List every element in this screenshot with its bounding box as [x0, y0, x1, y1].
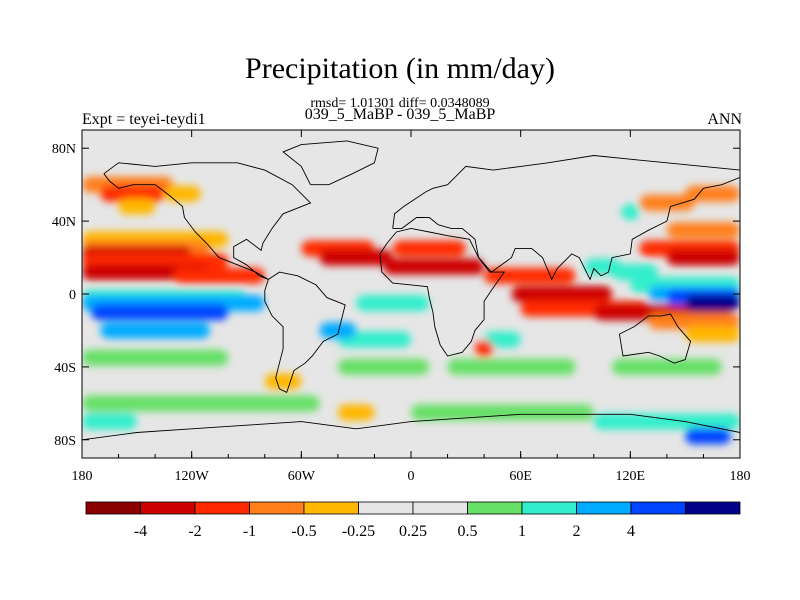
y-tick-label: 0: [69, 288, 76, 303]
anomaly-band: [685, 428, 731, 445]
anomaly-band: [392, 240, 466, 257]
anomaly-band: [82, 413, 137, 430]
x-tick-label: 180: [72, 469, 93, 484]
anomaly-band: [474, 340, 494, 357]
coastline: [392, 155, 740, 281]
anomaly-band: [264, 373, 302, 390]
coastline: [282, 140, 379, 186]
chart-subtitle: 039_5_MaBP - 039_5_MaBP: [304, 106, 496, 123]
anomaly-band: [621, 204, 640, 220]
chart-title: Precipitation (in mm/day): [245, 52, 555, 85]
coastline: [264, 271, 346, 394]
anomaly-band: [447, 358, 576, 375]
anomaly-band: [337, 331, 411, 348]
x-tick-label: 120W: [175, 469, 210, 484]
anomaly-band: [648, 313, 740, 330]
anomaly-band: [82, 349, 229, 366]
anomaly-band: [612, 358, 722, 375]
anomaly-band: [484, 267, 576, 284]
anomaly-band: [666, 222, 740, 239]
anomaly-band: [666, 249, 740, 266]
anomaly-band: [164, 185, 201, 202]
y-tick-label: 40S: [54, 361, 76, 376]
x-tick-label: 60E: [509, 469, 532, 484]
anomaly-band: [685, 185, 740, 202]
anomaly-band: [612, 264, 658, 281]
coastline: [82, 413, 740, 441]
anomaly-band: [383, 258, 485, 275]
anomaly-band: [685, 295, 740, 312]
anomaly-band: [319, 249, 393, 266]
anomaly-band: [118, 198, 156, 215]
anomaly-band: [484, 331, 521, 348]
coastline: [618, 313, 692, 364]
anomaly-band: [511, 286, 613, 302]
anomaly-band: [685, 326, 740, 343]
anomaly-band: [584, 258, 622, 275]
season-label: ANN: [707, 111, 742, 128]
x-tick-label: 60W: [288, 469, 316, 484]
anomaly-band: [356, 295, 430, 312]
y-tick-label: 80S: [54, 434, 76, 449]
anomaly-band: [100, 185, 165, 202]
anomaly-band: [411, 404, 594, 421]
y-tick-label: 80N: [52, 142, 76, 157]
y-tick-label: 40N: [52, 215, 76, 230]
anomaly-band: [337, 358, 430, 375]
stats-line: rmsd= 1.01301 diff= 0.0348089: [310, 96, 490, 111]
experiment-label: Expt = teyei-teydi1: [82, 111, 206, 128]
anomaly-band: [100, 322, 210, 339]
anomaly-band: [639, 194, 695, 211]
x-tick-label: 120E: [616, 469, 646, 484]
anomaly-band: [337, 404, 375, 421]
anomaly-band: [173, 267, 265, 284]
coastline: [379, 227, 506, 357]
anomaly-band: [82, 395, 320, 412]
anomaly-band: [91, 304, 229, 321]
anomaly-band: [593, 413, 740, 430]
anomaly-band: [319, 322, 357, 339]
x-tick-label: 0: [408, 469, 415, 484]
coastline: [103, 162, 312, 280]
x-tick-label: 180: [730, 469, 751, 484]
